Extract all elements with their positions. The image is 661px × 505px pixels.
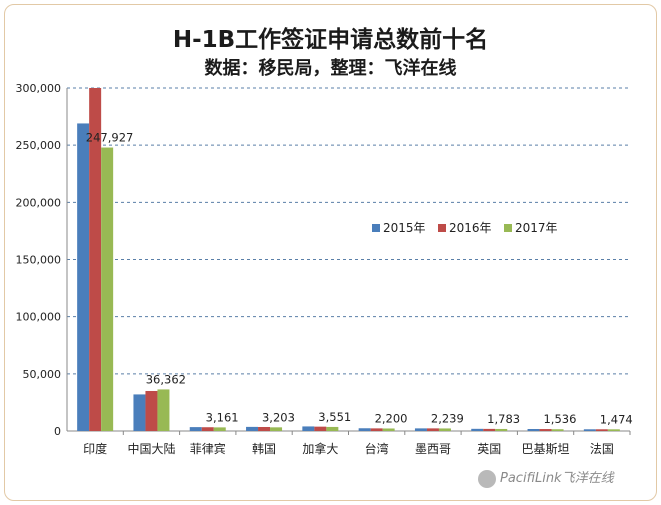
bar-1-4	[246, 426, 259, 431]
bar-1-8	[471, 428, 484, 431]
data-label: 1,783	[487, 412, 520, 426]
bar-1-5	[302, 426, 315, 431]
bar-1-2	[133, 394, 146, 431]
y-tick-label: 250,000	[16, 139, 62, 152]
legend-swatch	[372, 224, 380, 232]
legend-label: 2015年	[383, 221, 426, 235]
data-label: 1,536	[543, 412, 576, 426]
bar-2-4	[258, 426, 271, 431]
bar-1-7	[414, 428, 427, 431]
x-tick-label: 加拿大	[302, 441, 338, 456]
legend-label: 2016年	[449, 221, 492, 235]
x-tick-label: 印度	[83, 441, 107, 456]
y-tick-label: 0	[54, 425, 61, 438]
x-tick-label: 韩国	[252, 441, 276, 456]
y-tick-label: 150,000	[16, 254, 62, 267]
x-tick-label: 英国	[477, 442, 501, 456]
bar-1-3	[189, 427, 202, 431]
x-tick-label: 中国大陆	[127, 441, 175, 456]
x-tick-label: 法国	[590, 442, 614, 456]
watermark-text: PacifiLink飞洋在线	[500, 471, 614, 486]
bar-2-1	[89, 88, 102, 431]
bar-2-5	[314, 426, 327, 431]
legend-swatch	[504, 224, 512, 232]
bar-2-10	[595, 429, 608, 431]
bar-2-2	[145, 390, 158, 431]
x-tick-label: 台湾	[365, 441, 389, 456]
bar-3-3	[213, 427, 226, 431]
x-tick-label: 巴基斯坦	[522, 442, 570, 456]
x-tick-label: 菲律宾	[190, 441, 226, 456]
bar-3-10	[607, 429, 620, 431]
bar-2-3	[201, 427, 214, 431]
bar-3-7	[438, 428, 451, 431]
y-tick-label: 100,000	[16, 311, 62, 324]
chart-subtitle: 数据：移民局，整理：飞洋在线	[204, 58, 457, 79]
x-tick-label: 墨西哥	[415, 442, 451, 456]
data-label: 3,551	[318, 410, 351, 424]
data-label: 2,239	[431, 411, 464, 425]
y-tick-label: 200,000	[16, 196, 62, 209]
y-tick-label: 300,000	[16, 82, 62, 95]
bar-2-7	[426, 428, 439, 431]
bar-3-9	[551, 429, 564, 431]
bar-3-4	[270, 427, 283, 431]
bar-3-6	[382, 428, 395, 431]
data-label: 36,362	[146, 372, 186, 386]
bar-1-6	[358, 428, 371, 431]
y-tick-label: 50,000	[23, 368, 62, 381]
legend-swatch	[438, 224, 446, 232]
bar-3-8	[495, 428, 508, 431]
data-label: 1,474	[600, 412, 633, 426]
data-label: 2,200	[375, 411, 408, 425]
bar-1-10	[583, 429, 596, 431]
legend-label: 2017年	[515, 221, 558, 235]
bar-2-8	[483, 428, 496, 431]
bar-3-2	[157, 389, 170, 431]
bar-3-5	[326, 426, 339, 431]
data-label: 247,927	[86, 131, 134, 145]
data-label: 3,203	[262, 410, 295, 424]
data-label: 3,161	[206, 410, 239, 424]
bar-1-9	[527, 428, 540, 431]
wechat-icon	[478, 469, 496, 488]
bar-1-1	[77, 123, 90, 432]
bar-3-1	[101, 147, 114, 431]
chart-title: H-1B工作签证申请总数前十名	[172, 27, 489, 53]
watermark: PacifiLink飞洋在线	[478, 467, 614, 488]
bar-2-9	[539, 429, 552, 431]
bar-2-6	[370, 428, 383, 431]
